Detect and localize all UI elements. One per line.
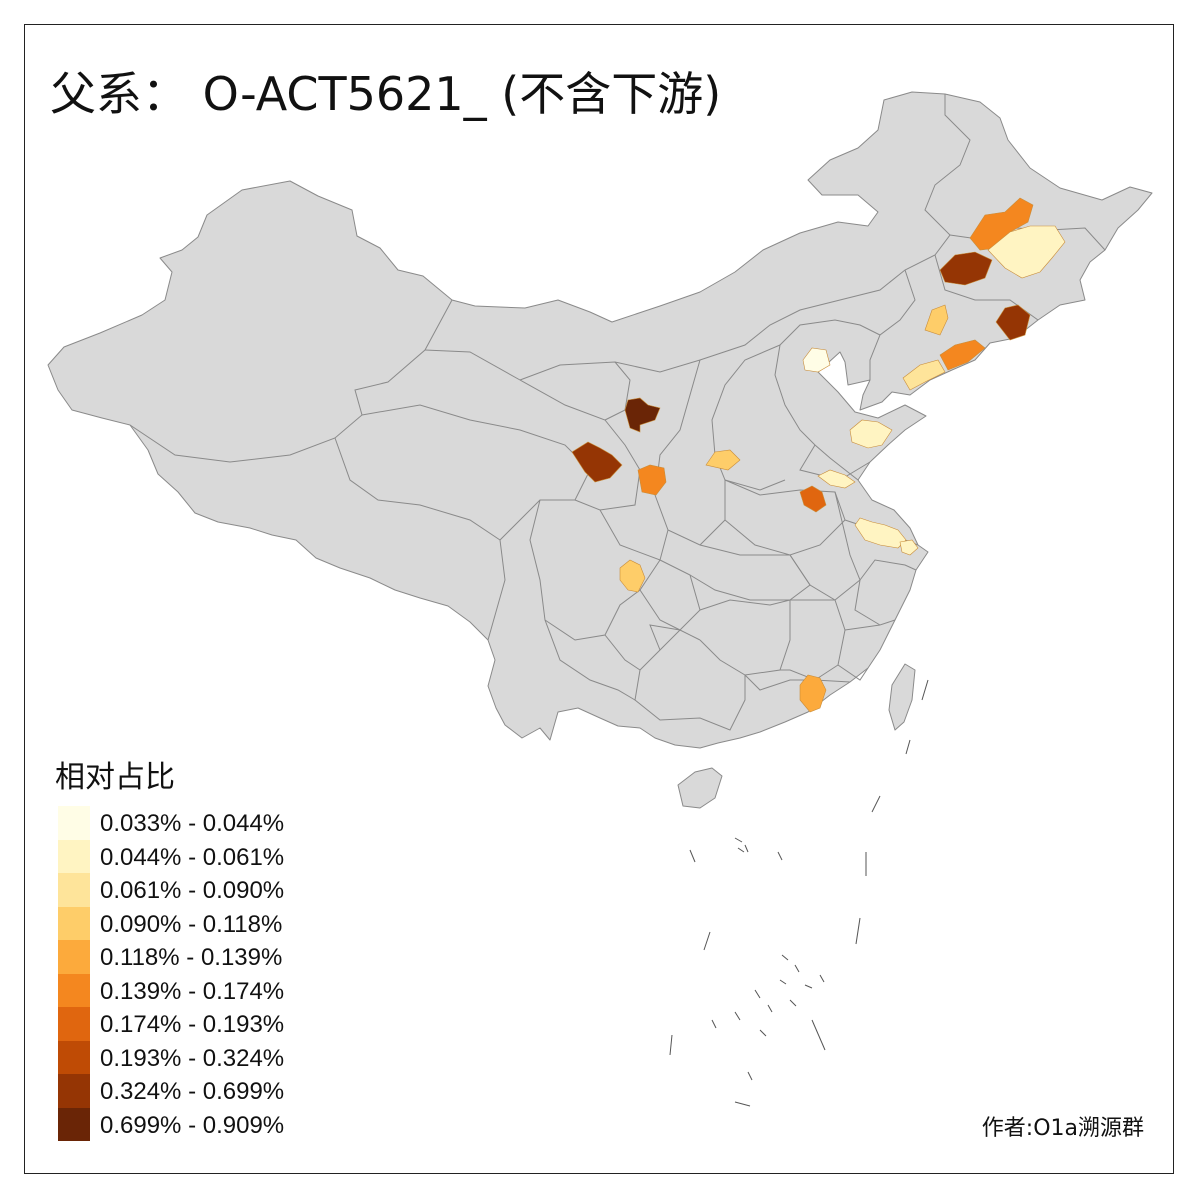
legend-swatch <box>58 873 90 907</box>
colored-regions <box>571 197 1066 713</box>
region-阜阳 <box>799 485 827 513</box>
legend-swatch <box>58 973 90 1007</box>
legend-swatch <box>58 906 90 940</box>
south-sea-islands <box>669 679 929 1107</box>
liaoning-border <box>869 269 916 380</box>
fujian-border <box>837 624 881 681</box>
legend-swatch <box>58 806 90 840</box>
legend-swatch <box>58 839 90 873</box>
hebei-border <box>774 319 881 481</box>
legend-label: 0.118% - 0.139% <box>100 944 283 971</box>
legend-label: 0.174% - 0.193% <box>100 1011 285 1038</box>
legend-label: 0.324% - 0.699% <box>100 1078 285 1105</box>
legend-swatch <box>58 1074 90 1108</box>
taiwan-island <box>888 663 916 731</box>
region-南京 <box>854 517 907 549</box>
sichuan-border <box>529 499 669 641</box>
legend-label: 0.033% - 0.044% <box>100 810 285 837</box>
region-兰州 <box>571 441 623 483</box>
legend-label: 0.090% - 0.118% <box>100 910 283 938</box>
legend-swatch <box>58 940 90 974</box>
chongqing-border <box>639 559 701 631</box>
page-title: 父系： O-ACT5621_ (不含下游) <box>50 67 722 121</box>
hunan-border <box>699 599 791 676</box>
region-潍坊 <box>849 419 893 449</box>
xinjiang-border <box>129 299 453 463</box>
yunnan-border <box>544 619 636 701</box>
legend-label: 0.193% - 0.324% <box>100 1044 285 1072</box>
legend-label: 0.061% - 0.090% <box>100 877 285 904</box>
region-徐州 <box>817 469 856 489</box>
region-呼和浩特 <box>624 397 661 433</box>
legend-swatch <box>58 1107 90 1141</box>
guangdong-border <box>744 674 851 691</box>
region-北京 <box>802 347 831 373</box>
province-borders <box>129 94 1106 731</box>
legend-label: 0.699% - 0.909% <box>100 1111 285 1139</box>
region-沈阳 <box>939 339 986 371</box>
region-上海 <box>899 539 919 556</box>
legend-label: 0.044% - 0.061% <box>100 843 285 871</box>
mainland-outline <box>47 91 1153 749</box>
inner-mongolia-border <box>519 94 971 381</box>
qinghai-border <box>361 404 591 541</box>
zhejiang-border <box>854 559 917 626</box>
legend-swatch <box>58 1007 90 1041</box>
tibet-border <box>334 437 506 641</box>
guizhou-border <box>604 624 681 671</box>
region-哈尔滨 <box>987 225 1066 279</box>
region-长春 <box>939 251 993 286</box>
hainan-island <box>677 767 723 809</box>
region-深圳 <box>799 674 827 713</box>
guangxi-border <box>634 629 746 731</box>
region-天水 <box>637 464 667 496</box>
hubei-border <box>689 544 811 601</box>
legend-swatch <box>58 1040 90 1074</box>
gansu-border <box>424 349 641 511</box>
region-邯郸 <box>705 449 741 471</box>
legend-label: 0.139% - 0.174% <box>100 977 285 1005</box>
author-credit: 作者:O1a溯源群 <box>981 1116 1144 1141</box>
region-成都 <box>619 559 646 593</box>
ningxia-border <box>604 361 631 421</box>
legend-title: 相对占比 <box>55 760 175 795</box>
region-延边 <box>995 304 1031 341</box>
region-锦州 <box>924 304 949 336</box>
shanxi-border <box>711 344 786 491</box>
region-大连 <box>902 359 946 391</box>
